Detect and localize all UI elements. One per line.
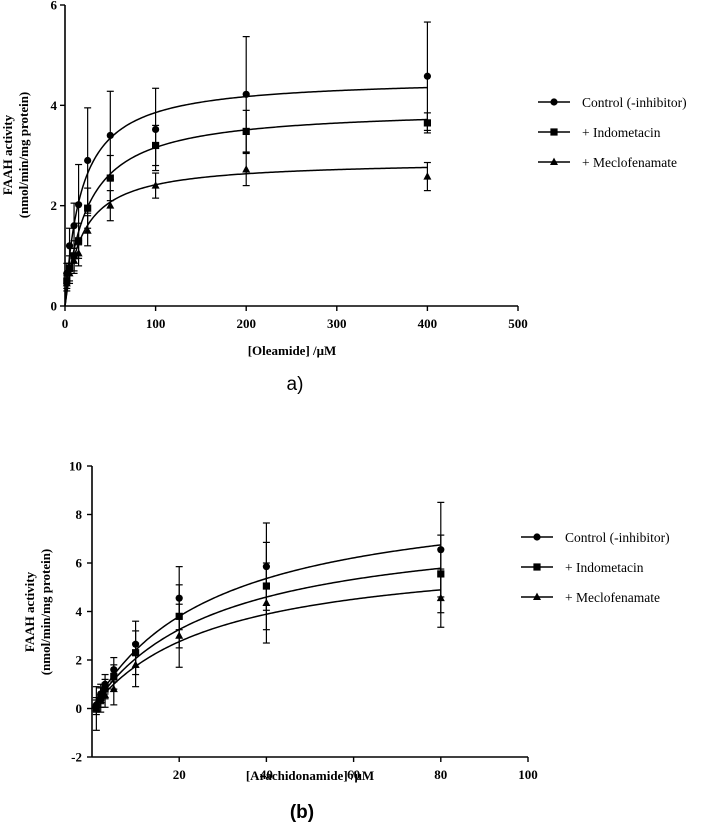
data-point-circle: [70, 222, 78, 230]
y-tick-label: 8: [76, 507, 83, 522]
legend-label: + Indometacin: [565, 560, 644, 575]
panel-a-chart: 0 100 200 300 400 500 0 2 4 6 Control (-inhibitor…: [0, 0, 687, 395]
x-tick-label: 20: [173, 767, 186, 782]
axes: 0 100 200 300 400 500 0 2 4 6: [51, 0, 528, 331]
panel-label: (b): [290, 802, 314, 823]
data-point-circle: [423, 72, 431, 80]
legend-marker-square: [550, 128, 558, 136]
legend-label: Control (-inhibitor): [582, 95, 687, 110]
data-point-triangle: [436, 593, 445, 602]
data-point-triangle: [74, 248, 83, 257]
data-point-triangle: [175, 631, 184, 639]
data-point-triangle: [262, 598, 271, 607]
data-points: [92, 501, 445, 731]
legend-label: Control (-inhibitor): [565, 530, 670, 545]
legend: Control (-inhibitor) + Indometacin + Meclo…: [521, 530, 670, 605]
data-point-triangle: [106, 201, 115, 209]
x-tick-label: 300: [327, 316, 347, 331]
data-point-triangle: [242, 165, 251, 173]
x-tick-label: 200: [236, 316, 256, 331]
data-point-circle: [84, 156, 92, 165]
y-tick-label: 10: [69, 459, 82, 474]
x-tick-label: 80: [434, 767, 447, 782]
y-tick-label: -2: [71, 750, 82, 765]
x-axis-title: [Arachidonamide] /μM: [246, 768, 374, 783]
data-point-circle: [106, 131, 114, 140]
legend-label: + Indometacin: [582, 125, 661, 140]
y-axis-title-line-1: FAAH activity: [0, 114, 15, 195]
data-point-triangle: [131, 660, 140, 668]
y-axis-title-line-2: (nmol/min/mg protein): [16, 92, 31, 219]
data-point-triangle: [96, 695, 105, 704]
y-tick-label: 6: [51, 0, 58, 13]
panel-label: a): [287, 374, 304, 395]
legend-marker-circle: [533, 533, 541, 541]
data-point-square: [106, 174, 114, 182]
x-axis-title: [Oleamide] /μM: [248, 343, 337, 358]
data-point-triangle: [151, 181, 160, 189]
data-point-triangle: [83, 226, 92, 234]
x-tick-label: 60: [347, 767, 360, 782]
panel-b-chart: 20 40 60 80 100 -2 0 2 4 6 8 10 Control (-inhibitor…: [22, 459, 670, 823]
data-point-square: [152, 141, 160, 150]
data-point-square: [242, 127, 250, 136]
x-tick-label: 400: [418, 316, 438, 331]
y-axis-title-line-1: FAAH activity: [22, 571, 37, 652]
data-point-triangle: [92, 704, 101, 712]
y-tick-label: 2: [51, 198, 58, 213]
data-point-square: [423, 119, 431, 127]
data-point-triangle: [423, 172, 432, 180]
y-tick-label: 0: [51, 299, 58, 314]
data-points: [62, 21, 432, 292]
x-tick-label: 500: [508, 316, 528, 331]
y-tick-label: 4: [51, 98, 58, 113]
legend-marker-triangle: [550, 157, 558, 165]
data-point-circle: [74, 201, 83, 209]
y-axis-title-line-2: (nmol/min/mg protein): [38, 549, 53, 676]
y-tick-label: 2: [76, 653, 83, 668]
legend-marker-square: [533, 563, 541, 571]
data-point-triangle: [109, 684, 118, 693]
axes: 20 40 60 80 100 -2 0 2 4 6 8 10: [69, 459, 538, 783]
legend-marker-circle: [550, 98, 558, 106]
data-point-triangle: [62, 279, 71, 287]
data-point-triangle: [101, 690, 110, 699]
x-tick-label: 40: [260, 767, 273, 782]
data-point-circle: [65, 242, 74, 250]
x-tick-label: 0: [62, 316, 69, 331]
data-point-triangle: [70, 256, 79, 264]
fit-curve-series-3: [64, 166, 428, 307]
legend-label: + Meclofenamate: [565, 590, 660, 605]
legend: Control (-inhibitor) + Indometacin + Meclo…: [538, 95, 687, 170]
legend-label: + Meclofenamate: [582, 155, 677, 170]
y-tick-label: 6: [76, 556, 83, 571]
data-point-square: [84, 204, 92, 212]
x-tick-label: 100: [518, 767, 538, 782]
legend-marker-triangle: [533, 592, 541, 600]
y-tick-label: 4: [76, 604, 83, 619]
x-tick-label: 100: [146, 316, 166, 331]
data-point-circle: [242, 90, 250, 98]
y-tick-label: 0: [76, 701, 83, 716]
data-point-triangle: [65, 268, 74, 277]
